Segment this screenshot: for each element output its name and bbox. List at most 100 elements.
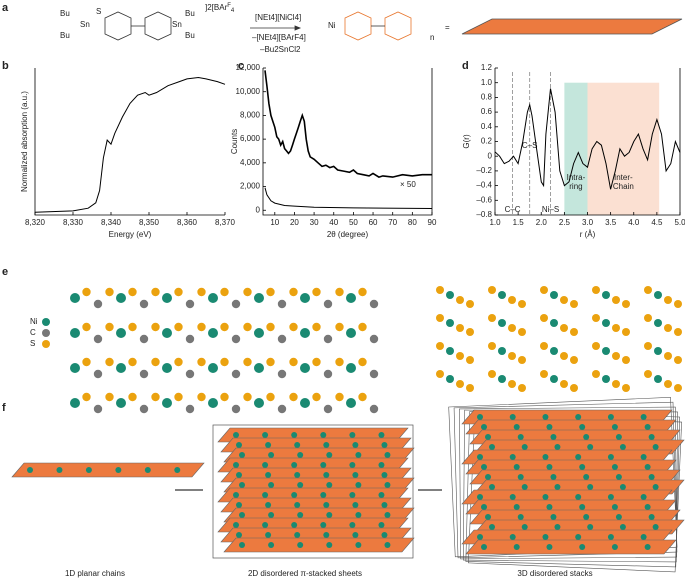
x-tick-label: 90 bbox=[428, 218, 437, 227]
t: ] bbox=[205, 3, 207, 12]
atom bbox=[128, 322, 137, 332]
region bbox=[587, 82, 660, 215]
x-tick-label: 3.5 bbox=[605, 218, 617, 227]
atom bbox=[116, 398, 126, 408]
data-line bbox=[34, 76, 226, 213]
atom bbox=[70, 328, 80, 338]
site bbox=[294, 472, 301, 478]
reference-label: C–C bbox=[505, 205, 521, 214]
atom bbox=[498, 347, 506, 355]
atom bbox=[277, 369, 287, 379]
site bbox=[297, 482, 304, 488]
atom bbox=[243, 287, 252, 297]
site bbox=[583, 434, 590, 440]
site bbox=[481, 464, 487, 470]
site bbox=[648, 514, 655, 520]
site bbox=[236, 472, 242, 478]
atom bbox=[622, 300, 630, 308]
atom bbox=[518, 356, 526, 364]
atom bbox=[346, 328, 356, 338]
atom bbox=[612, 324, 620, 332]
atom bbox=[436, 314, 444, 322]
site bbox=[144, 467, 151, 473]
atom bbox=[139, 299, 149, 309]
atom bbox=[446, 375, 454, 383]
site bbox=[233, 522, 239, 528]
site bbox=[607, 454, 614, 460]
atom bbox=[277, 334, 287, 344]
atom bbox=[654, 291, 662, 299]
x-tick-label: 3.0 bbox=[582, 218, 594, 227]
y-axis-label: G(r) bbox=[462, 134, 471, 149]
atom bbox=[550, 319, 558, 327]
site bbox=[607, 494, 614, 500]
atom bbox=[335, 357, 344, 367]
x-tick-label: 50 bbox=[349, 218, 358, 227]
atom bbox=[654, 347, 662, 355]
site bbox=[615, 474, 622, 480]
site bbox=[352, 532, 359, 538]
site bbox=[509, 534, 516, 540]
x-tick-label: 8,350 bbox=[139, 218, 160, 227]
atom bbox=[664, 352, 672, 360]
atom bbox=[436, 370, 444, 378]
site bbox=[384, 452, 391, 458]
site bbox=[268, 542, 275, 548]
atom bbox=[70, 398, 80, 408]
site bbox=[652, 524, 659, 530]
atom bbox=[116, 328, 126, 338]
site bbox=[554, 444, 561, 450]
atom bbox=[540, 314, 548, 322]
atom bbox=[358, 392, 367, 402]
atom bbox=[498, 319, 506, 327]
region-label: ring bbox=[569, 182, 582, 191]
atom bbox=[654, 375, 662, 383]
legend-label: Ni bbox=[30, 317, 38, 326]
atom bbox=[254, 398, 264, 408]
atom bbox=[436, 286, 444, 294]
site bbox=[326, 482, 333, 488]
atom bbox=[612, 352, 620, 360]
site bbox=[644, 544, 651, 550]
atom bbox=[289, 287, 298, 297]
atom bbox=[254, 293, 264, 303]
atom bbox=[105, 287, 114, 297]
atom bbox=[254, 328, 264, 338]
atom bbox=[498, 291, 506, 299]
site bbox=[378, 432, 385, 438]
y-tick-label: –0.8 bbox=[476, 210, 492, 219]
atom bbox=[518, 300, 526, 308]
site bbox=[378, 462, 385, 468]
x-tick-label: 10 bbox=[270, 218, 279, 227]
atom bbox=[358, 322, 367, 332]
atom bbox=[162, 398, 172, 408]
atom bbox=[105, 322, 114, 332]
atom bbox=[220, 322, 229, 332]
atom bbox=[592, 314, 600, 322]
atom bbox=[300, 328, 310, 338]
atom bbox=[220, 357, 229, 367]
site bbox=[297, 542, 304, 548]
site bbox=[575, 494, 582, 500]
legend-label: C bbox=[30, 328, 36, 337]
site bbox=[381, 502, 388, 508]
atom bbox=[369, 369, 379, 379]
atom bbox=[185, 369, 195, 379]
site bbox=[381, 442, 388, 448]
y-tick-label: 0.8 bbox=[481, 93, 493, 102]
x-tick-label: 20 bbox=[290, 218, 299, 227]
atom bbox=[197, 322, 206, 332]
atom bbox=[266, 392, 275, 402]
site bbox=[517, 434, 524, 440]
site bbox=[262, 432, 269, 438]
x-tick-label: 80 bbox=[408, 218, 417, 227]
counter-ion: ]2[BArF4 bbox=[205, 3, 235, 14]
atom bbox=[312, 357, 321, 367]
arrow-head bbox=[294, 25, 302, 31]
site bbox=[349, 492, 356, 498]
site bbox=[477, 414, 483, 420]
metal: Ni bbox=[328, 21, 336, 30]
atom bbox=[674, 356, 682, 364]
atom bbox=[540, 342, 548, 350]
atom bbox=[208, 328, 218, 338]
